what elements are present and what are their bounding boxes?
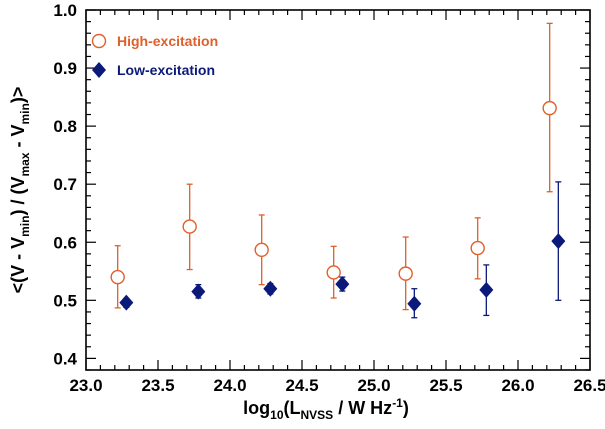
data-point-low-excitation — [479, 281, 494, 298]
legend-label: High-excitation — [117, 33, 218, 49]
data-point-high-excitation — [542, 100, 557, 116]
data-point-low-excitation — [407, 295, 422, 312]
data-point-high-excitation — [110, 269, 125, 285]
data-point-low-excitation — [335, 276, 350, 293]
legend-marker-low-excitation — [92, 62, 106, 78]
y-tick-label: 0.7 — [53, 175, 77, 194]
x-tick-label: 23.0 — [69, 376, 102, 395]
data-point-high-excitation — [398, 266, 413, 281]
y-tick-label: 0.9 — [53, 59, 77, 78]
legend: High-excitation Low-excitation — [91, 33, 218, 78]
y-tick-label: 0.6 — [53, 233, 77, 252]
x-tick-label: 24.5 — [285, 376, 318, 395]
legend-marker-high-excitation — [91, 33, 107, 49]
y-tick-label: 0.8 — [53, 117, 77, 136]
x-tick-label: 25.0 — [357, 376, 390, 395]
x-tick-label: 24.0 — [213, 376, 246, 395]
legend-label: Low-excitation — [117, 62, 215, 78]
axes-layer: 23.0 23.5 24.0 24.5 25.0 25.5 26.0 26.5 0.4 0.5 0.… — [53, 1, 605, 395]
data-point-high-excitation — [254, 242, 269, 258]
y-tick-label: 1.0 — [53, 1, 77, 20]
data-point-high-excitation — [326, 265, 341, 280]
x-tick-label: 26.0 — [501, 376, 534, 395]
data-point-high-excitation — [470, 240, 485, 256]
data-point-low-excitation — [191, 283, 206, 300]
y-tick-label: 0.4 — [53, 349, 77, 368]
x-axis-label: log10(LNVSS / W Hz-1) — [243, 396, 409, 422]
data-point-low-excitation — [263, 280, 278, 297]
plot-frame — [85, 9, 591, 371]
x-tick-label: 25.5 — [429, 376, 462, 395]
data-point-high-excitation — [182, 219, 197, 234]
data-point-low-excitation — [119, 294, 134, 311]
x-tick-label: 26.5 — [573, 376, 605, 395]
markers-layer — [110, 100, 566, 312]
data-point-low-excitation — [551, 233, 566, 250]
y-axis-label: <(V - Vmin) / (Vmax - Vmin)> — [8, 87, 32, 294]
y-tick-label: 0.5 — [53, 291, 77, 310]
x-tick-label: 23.5 — [141, 376, 174, 395]
